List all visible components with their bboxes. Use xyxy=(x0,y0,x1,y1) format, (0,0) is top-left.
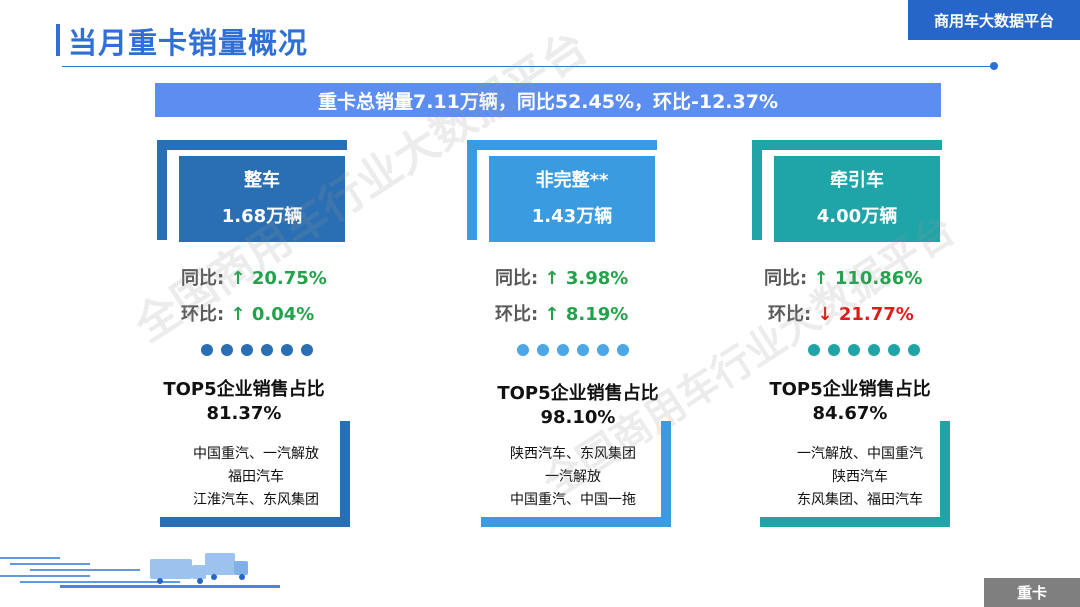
top5-share: 98.10% xyxy=(540,407,616,428)
category-box: 牵引车 4.00万辆 xyxy=(774,156,940,242)
dot xyxy=(241,344,253,356)
truck-decoration-icon xyxy=(0,553,280,588)
category-name: 非完整** xyxy=(535,170,609,191)
dot xyxy=(221,344,233,356)
dot xyxy=(908,344,920,356)
yoy-value: 3.98% xyxy=(565,268,629,289)
dot xyxy=(261,344,273,356)
top5-share: 84.67% xyxy=(812,403,888,424)
top5-block-3: TOP5企业销售占比 84.67% xyxy=(740,378,960,426)
category-name: 整车 xyxy=(244,170,280,191)
divider-end-dot xyxy=(990,62,998,70)
dot xyxy=(868,344,880,356)
arrow-up-icon: ↑ xyxy=(544,268,560,289)
yoy-label: 同比: xyxy=(764,268,808,289)
title-accent-bar xyxy=(56,24,60,56)
arrow-up-icon: ↑ xyxy=(544,304,560,325)
arrow-up-icon: ↑ xyxy=(230,268,246,289)
list-item: 福田汽车 xyxy=(228,469,284,485)
mom-label: 环比: xyxy=(768,304,812,325)
top5-share: 81.37% xyxy=(206,403,282,424)
category-volume: 1.68万辆 xyxy=(221,206,303,227)
dot-row xyxy=(808,344,920,356)
top5-title: TOP5企业销售占比 xyxy=(163,379,325,400)
category-box: 整车 1.68万辆 xyxy=(179,156,345,242)
dot xyxy=(301,344,313,356)
top5-title: TOP5企业销售占比 xyxy=(497,383,659,404)
dot xyxy=(888,344,900,356)
list-item: 一汽解放 xyxy=(545,469,601,485)
list-item: 陕西汽车、东风集团 xyxy=(510,446,636,462)
mom-value: 8.19% xyxy=(565,304,629,325)
company-list: 陕西汽车、东风集团 一汽解放 中国重汽、中国一拖 xyxy=(485,443,661,512)
mom-stat: 环比: ↑ 8.19% xyxy=(495,300,628,326)
dot xyxy=(808,344,820,356)
category-frame xyxy=(467,140,657,240)
list-item: 江淮汽车、东风集团 xyxy=(193,492,319,508)
category-volume: 1.43万辆 xyxy=(531,206,613,227)
yoy-label: 同比: xyxy=(495,268,539,289)
dot xyxy=(617,344,629,356)
category-name: 牵引车 xyxy=(830,170,884,191)
dot xyxy=(557,344,569,356)
top5-block-2: TOP5企业销售占比 98.10% xyxy=(468,382,688,430)
mom-label: 环比: xyxy=(495,304,539,325)
company-list-frame xyxy=(481,421,671,527)
platform-tag: 商用车大数据平台 xyxy=(908,0,1080,40)
mom-value: 21.77% xyxy=(838,304,914,325)
dot-row xyxy=(517,344,629,356)
page-title: 当月重卡销量概况 xyxy=(68,26,309,60)
dot xyxy=(517,344,529,356)
list-item: 陕西汽车 xyxy=(832,469,888,485)
list-item: 一汽解放、中国重汽 xyxy=(797,446,923,462)
dot xyxy=(537,344,549,356)
summary-banner: 重卡总销量7.11万辆，同比52.45%，环比-12.37% xyxy=(155,83,941,117)
yoy-value: 20.75% xyxy=(251,268,327,289)
dot xyxy=(577,344,589,356)
top5-title: TOP5企业销售占比 xyxy=(769,379,931,400)
mom-stat: 环比: ↓ 21.77% xyxy=(768,300,914,326)
dot xyxy=(828,344,840,356)
dot xyxy=(848,344,860,356)
yoy-stat: 同比: ↑ 110.86% xyxy=(764,264,922,290)
mom-stat: 环比: ↑ 0.04% xyxy=(181,300,314,326)
company-list-frame xyxy=(160,421,350,527)
yoy-stat: 同比: ↑ 3.98% xyxy=(495,264,628,290)
company-list: 一汽解放、中国重汽 陕西汽车 东风集团、福田汽车 xyxy=(772,443,948,512)
category-volume: 4.00万辆 xyxy=(816,206,898,227)
yoy-stat: 同比: ↑ 20.75% xyxy=(181,264,327,290)
section-tag: 重卡 xyxy=(984,578,1080,607)
arrow-down-icon: ↓ xyxy=(817,304,833,325)
category-box: 非完整** 1.43万辆 xyxy=(489,156,655,242)
header-divider xyxy=(62,66,994,67)
category-frame xyxy=(157,140,347,240)
yoy-value: 110.86% xyxy=(834,268,923,289)
dot xyxy=(201,344,213,356)
dot-row xyxy=(201,344,313,356)
company-list: 中国重汽、一汽解放 福田汽车 江淮汽车、东风集团 xyxy=(168,443,344,512)
top5-block-1: TOP5企业销售占比 81.37% xyxy=(134,378,354,426)
yoy-label: 同比: xyxy=(181,268,225,289)
list-item: 中国重汽、中国一拖 xyxy=(510,492,636,508)
dot xyxy=(281,344,293,356)
arrow-up-icon: ↑ xyxy=(813,268,829,289)
arrow-up-icon: ↑ xyxy=(230,304,246,325)
mom-label: 环比: xyxy=(181,304,225,325)
dot xyxy=(597,344,609,356)
company-list-frame xyxy=(760,421,950,527)
category-frame xyxy=(752,140,942,240)
mom-value: 0.04% xyxy=(251,304,315,325)
list-item: 东风集团、福田汽车 xyxy=(797,492,923,508)
list-item: 中国重汽、一汽解放 xyxy=(193,446,319,462)
